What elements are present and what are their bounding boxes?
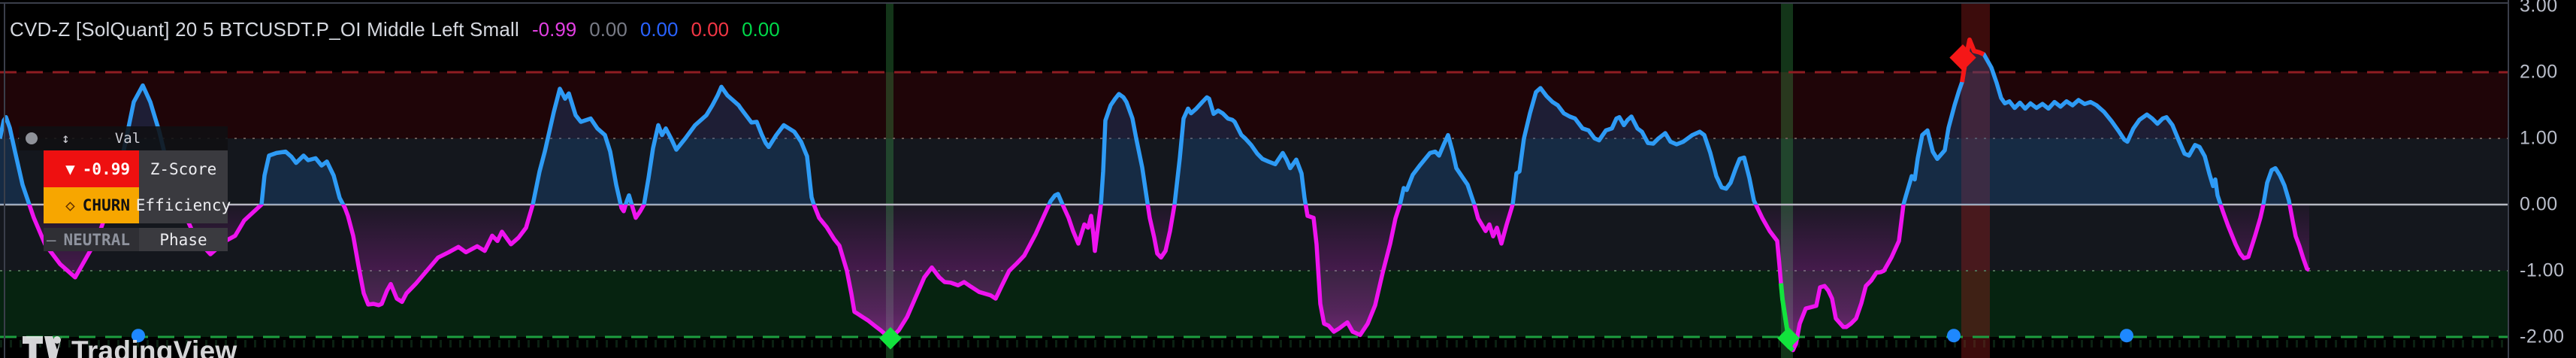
scale-label: 3.00: [2520, 0, 2558, 17]
signal-dot-marker: [1947, 329, 1961, 343]
zscore-value-cell: ▼ -0.99: [44, 150, 139, 187]
indicator-title[interactable]: CVD-Z [SolQuant] 20 5 BTCUSDT.P_OI Middl…: [10, 18, 519, 41]
status-legend: ↕ Val ▼ -0.99 Z-Score ◇ CHURN Efficiency…: [19, 126, 231, 251]
tradingview-logo-text: TradingView: [71, 335, 237, 358]
scale-label: 2.00: [2520, 61, 2558, 83]
indicator-value: 0.00: [639, 18, 679, 41]
legend-header-row[interactable]: ↕ Val: [19, 126, 228, 150]
efficiency-label: Efficiency: [136, 187, 231, 223]
scale-label: 1.00: [2520, 127, 2558, 149]
scale-label: 0.00: [2520, 193, 2558, 215]
efficiency-value-cell: ◇ CHURN: [44, 187, 139, 223]
efficiency-value: CHURN: [82, 196, 130, 214]
dash-icon: —: [46, 230, 56, 249]
zscore-value: -0.99: [82, 159, 130, 178]
indicator-values: -0.99 0.00 0.00 0.00 0.00: [532, 18, 780, 41]
signal-dot-marker: [132, 329, 145, 343]
zscore-label: Z-Score: [139, 150, 228, 187]
signal-diamond-marker: [879, 326, 902, 350]
phase-value: NEUTRAL: [63, 230, 130, 249]
legend-val-header: Val: [114, 130, 141, 147]
tradingview-watermark: TradingView: [23, 336, 237, 358]
chart-area[interactable]: [0, 0, 2508, 358]
scale-label: -2.00: [2520, 326, 2565, 347]
diamond-outline-icon: ◇: [65, 196, 75, 214]
indicator-value: 0.00: [742, 18, 780, 41]
indicator-value: 0.00: [691, 18, 730, 41]
drag-dot-icon[interactable]: [26, 132, 38, 144]
bottom-tick-texture: [0, 340, 2508, 347]
scale-label: -1.00: [2520, 259, 2565, 281]
indicator-value: -0.99: [531, 18, 577, 41]
indicator-header[interactable]: CVD-Z [SolQuant] 20 5 BTCUSDT.P_OI Middl…: [10, 18, 780, 41]
pane-top-border: [0, 2, 2576, 4]
indicator-value: 0.00: [589, 18, 627, 41]
signal-dot-marker: [2120, 329, 2133, 343]
down-triangle-icon: ▼: [65, 159, 75, 178]
phase-value-cell: — NEUTRAL: [44, 228, 139, 251]
signal-diamond-marker: [1777, 326, 1800, 350]
tradingview-logo-icon: [23, 336, 62, 358]
pane-left-border: [4, 2, 5, 358]
price-scale[interactable]: 3.00 2.00 1.00 0.00 -1.00 -2.00: [2508, 0, 2576, 358]
zscore-chart[interactable]: [0, 0, 2508, 358]
phase-label: Phase: [139, 228, 228, 251]
updown-arrow-icon[interactable]: ↕: [62, 130, 70, 147]
